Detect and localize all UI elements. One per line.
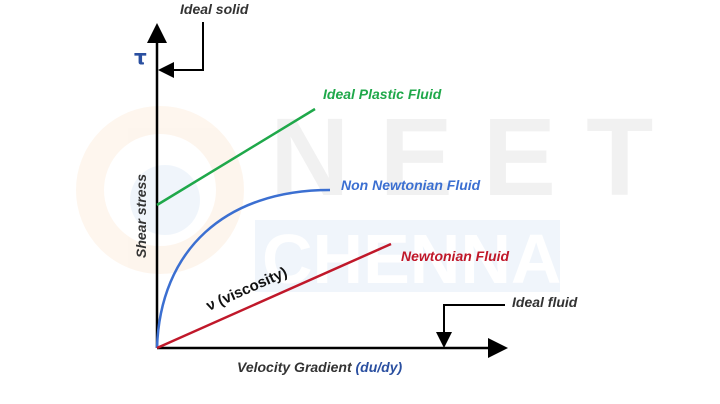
y-axis-label: Shear stress: [133, 174, 149, 258]
watermark-chennai: CHENNAI: [262, 220, 581, 298]
watermark-neet: NEET: [270, 96, 683, 219]
non-newtonian-curve: [155, 188, 331, 349]
tau-symbol: τ: [134, 45, 147, 69]
newtonian-line: [156, 242, 392, 350]
ideal-fluid-pointer: [436, 304, 505, 348]
watermark: NEET CHENNAI: [76, 96, 683, 298]
non-newtonian-label: Non Newtonian Fluid: [341, 177, 481, 193]
ideal-fluid-label: Ideal fluid: [512, 294, 578, 310]
x-axis-label: Velocity Gradient (du/dy): [237, 359, 403, 375]
x-axis-label-unit: (du/dy): [356, 359, 403, 375]
newtonian-label: Newtonian Fluid: [401, 248, 510, 264]
ideal-solid-pointer: [158, 22, 204, 78]
ideal-plastic-label: Ideal Plastic Fluid: [323, 86, 442, 102]
ideal-plastic-line: [156, 107, 316, 207]
x-axis-label-text: Velocity Gradient: [237, 359, 353, 375]
ideal-solid-label: Ideal solid: [180, 1, 249, 17]
